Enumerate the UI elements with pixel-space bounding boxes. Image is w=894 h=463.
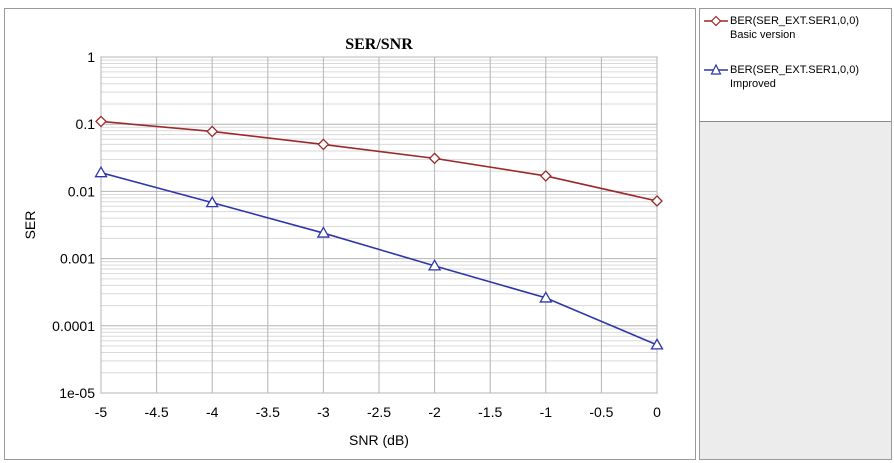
x-tick-label: -1.5: [478, 404, 502, 420]
y-tick-label: 0.0001: [52, 318, 95, 334]
x-tick-label: -4.5: [145, 404, 169, 420]
diamond-marker-icon: [704, 15, 728, 27]
series-improved: [94, 165, 664, 350]
triangle-marker-icon: [704, 63, 728, 75]
data-point-marker: [205, 195, 219, 208]
series-basic-version: [95, 115, 663, 207]
y-tick-label: 1e-05: [59, 385, 95, 401]
data-point-marker: [427, 259, 442, 271]
major-gridlines: [100, 56, 658, 394]
x-tick-label: -3: [317, 404, 330, 420]
data-point-marker: [316, 226, 331, 238]
data-point-marker: [539, 169, 552, 182]
y-axis-tick-labels: 1 0.1 0.01 0.001 0.0001 1e-05: [52, 49, 95, 401]
chart-title: SER/SNR: [345, 36, 413, 53]
y-tick-label: 0.1: [76, 116, 96, 132]
data-point-marker: [95, 115, 107, 128]
chart-frame: SER/SNR 1 0.1 0.01 0.001 0.0001 1e-05 -5 -4.5-…: [4, 8, 696, 460]
series-line: [100, 171, 658, 346]
x-tick-label: -1: [540, 404, 553, 420]
legend-series-name: BER(SER_EXT.SER1,0,0): [730, 15, 859, 27]
x-tick-label: -5: [95, 404, 108, 420]
x-tick-label: -2.5: [367, 404, 391, 420]
x-tick-label: -4: [206, 404, 219, 420]
x-tick-label: -3.5: [256, 404, 280, 420]
y-tick-label: 0.01: [68, 183, 95, 199]
series-line: [100, 120, 658, 202]
legend-series-subtitle: Improved: [730, 78, 776, 90]
data-point-marker: [539, 291, 553, 303]
y-tick-label: 0.001: [60, 251, 95, 267]
data-point-marker: [428, 152, 441, 165]
data-point-marker: [206, 125, 219, 138]
x-axis-tick-labels: -5 -4.5 -4 -3.5 -3 -2.5 -2 -1.5 -1 -0.5 0: [95, 404, 661, 420]
x-tick-label: -0.5: [589, 404, 613, 420]
legend-panel: BER(SER_EXT.SER1,0,0) Basic version BER(…: [699, 8, 892, 460]
legend-series-subtitle: Basic version: [730, 29, 796, 41]
data-point-marker: [94, 165, 108, 178]
data-point-marker: [651, 195, 663, 207]
y-axis-label: SER: [22, 211, 38, 240]
legend-series-name: BER(SER_EXT.SER1,0,0): [730, 64, 859, 76]
data-point-marker: [650, 338, 664, 350]
series-layer: [94, 115, 664, 350]
x-tick-label: -2: [428, 404, 441, 420]
legend: BER(SER_EXT.SER1,0,0) Basic version BER(…: [700, 9, 891, 122]
y-tick-label: 1: [87, 49, 95, 65]
x-tick-label: 0: [653, 404, 661, 420]
data-point-marker: [317, 138, 330, 151]
x-axis-label: SNR (dB): [349, 432, 409, 448]
